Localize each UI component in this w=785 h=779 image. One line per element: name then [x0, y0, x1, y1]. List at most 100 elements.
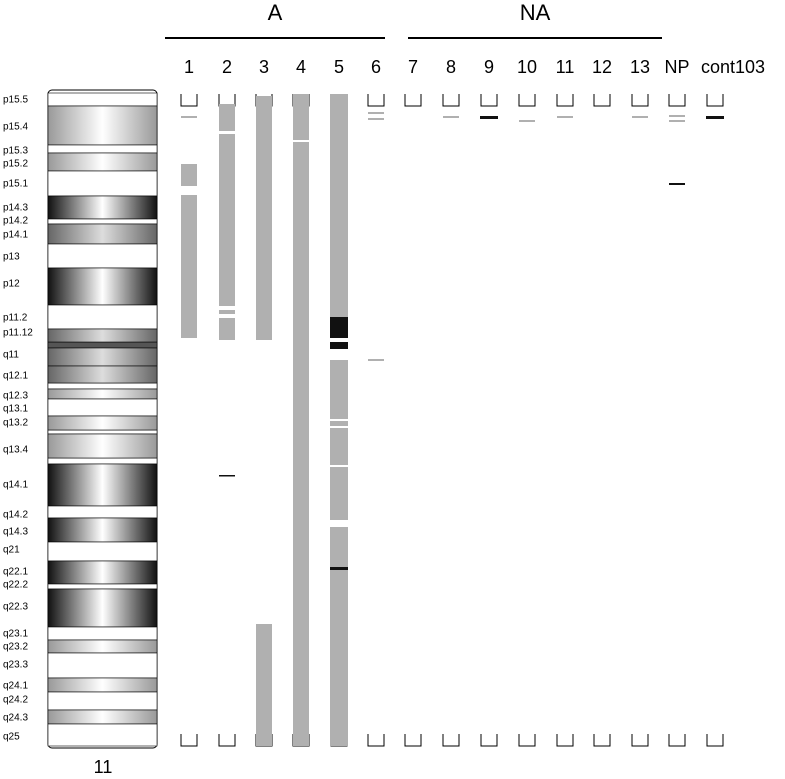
sample-segment — [669, 120, 685, 122]
sample-segment — [330, 360, 348, 419]
band — [47, 505, 158, 519]
sample-segment — [181, 164, 197, 186]
column-bracket — [668, 94, 686, 107]
band-label: q22.3 — [3, 602, 28, 613]
sample-segment — [219, 318, 235, 340]
sample-segment — [219, 104, 235, 131]
band-label: q14.3 — [3, 527, 28, 538]
column-bracket — [706, 94, 724, 107]
sample-segment — [330, 428, 348, 465]
sample-segment — [330, 467, 348, 520]
band — [47, 388, 158, 400]
column-label: 2 — [222, 57, 232, 77]
chromosome-label: 11 — [94, 757, 113, 777]
sample-segment — [557, 116, 573, 118]
group-label: NA — [520, 0, 551, 25]
band — [47, 626, 158, 641]
sample-segment — [330, 421, 348, 426]
band-label: p13 — [3, 252, 20, 263]
band — [47, 223, 158, 245]
band-label: p14.2 — [3, 216, 28, 227]
column-label: cont103 — [701, 57, 765, 77]
column-label: 13 — [630, 57, 650, 77]
column-label: 3 — [259, 57, 269, 77]
band-label: q22.1 — [3, 567, 28, 578]
sample-segment — [330, 317, 348, 338]
band — [47, 517, 158, 543]
sample-segment — [706, 116, 724, 119]
column-bracket — [556, 734, 574, 747]
sample-segment — [368, 118, 384, 120]
column-bracket — [668, 734, 686, 747]
column-label: 10 — [517, 57, 537, 77]
column-bracket — [706, 734, 724, 747]
band — [47, 691, 158, 711]
band-label: q14.1 — [3, 480, 28, 491]
band — [47, 463, 158, 507]
column-bracket — [631, 94, 649, 107]
band — [47, 583, 158, 590]
band-label: p14.1 — [3, 230, 28, 241]
column-bracket — [404, 734, 422, 747]
column-bracket — [480, 94, 498, 107]
column-label: 5 — [334, 57, 344, 77]
band — [47, 144, 158, 154]
column-bracket — [180, 734, 198, 747]
band-label: p11.2 — [3, 313, 28, 324]
band — [47, 170, 158, 197]
sample-segment — [330, 94, 348, 317]
band-label: p11.12 — [3, 328, 33, 339]
column-bracket — [518, 94, 536, 107]
sample-segment — [256, 96, 272, 340]
sample-segment — [368, 112, 384, 114]
sample-segment — [219, 310, 235, 314]
band-label: p12 — [3, 279, 20, 290]
band-label: p15.5 — [3, 95, 28, 106]
sample-segment — [219, 134, 235, 306]
column-label: 7 — [408, 57, 418, 77]
column-bracket — [367, 734, 385, 747]
chromosome-ideogram: p15.5 p15.4 p15.3 p15.2 p15.1 p14.3 p14.2 p14.1… — [3, 89, 158, 749]
band — [47, 415, 158, 431]
column-bracket — [218, 734, 236, 747]
sample-segment — [219, 475, 235, 477]
band — [47, 723, 158, 747]
band-label: p14.3 — [3, 203, 28, 214]
band — [47, 328, 158, 343]
sample-segment — [181, 195, 197, 338]
band-label: q11 — [3, 350, 19, 361]
column-bracket — [518, 734, 536, 747]
band — [47, 398, 158, 417]
band — [47, 218, 158, 225]
band — [47, 677, 158, 693]
sample-segment — [330, 567, 348, 570]
band-label: q13.1 — [3, 404, 28, 415]
band-label: q23.2 — [3, 642, 28, 653]
band-label: q24.1 — [3, 681, 28, 692]
band-label: p15.1 — [3, 179, 28, 190]
sample-segment — [443, 116, 459, 118]
sample-segment — [519, 120, 535, 122]
column-label: 9 — [484, 57, 494, 77]
band — [47, 304, 158, 330]
column-label: 11 — [556, 57, 575, 77]
column-bracket — [442, 94, 460, 107]
column-label: NP — [664, 57, 689, 77]
band-label: q14.2 — [3, 510, 28, 521]
sample-segment — [181, 116, 197, 118]
band-label: q12.1 — [3, 371, 28, 382]
column-bracket — [367, 94, 385, 107]
column-bracket — [480, 734, 498, 747]
band-label: q22.2 — [3, 580, 28, 591]
centromere — [47, 341, 158, 349]
column-bracket — [631, 734, 649, 747]
band — [47, 560, 158, 585]
band — [47, 195, 158, 220]
band — [47, 382, 158, 390]
sample-segment — [632, 116, 648, 118]
band-label: q24.2 — [3, 695, 28, 706]
band — [47, 105, 158, 146]
sample-segment — [293, 94, 309, 140]
band — [47, 457, 158, 465]
band-label: q25 — [3, 732, 20, 743]
